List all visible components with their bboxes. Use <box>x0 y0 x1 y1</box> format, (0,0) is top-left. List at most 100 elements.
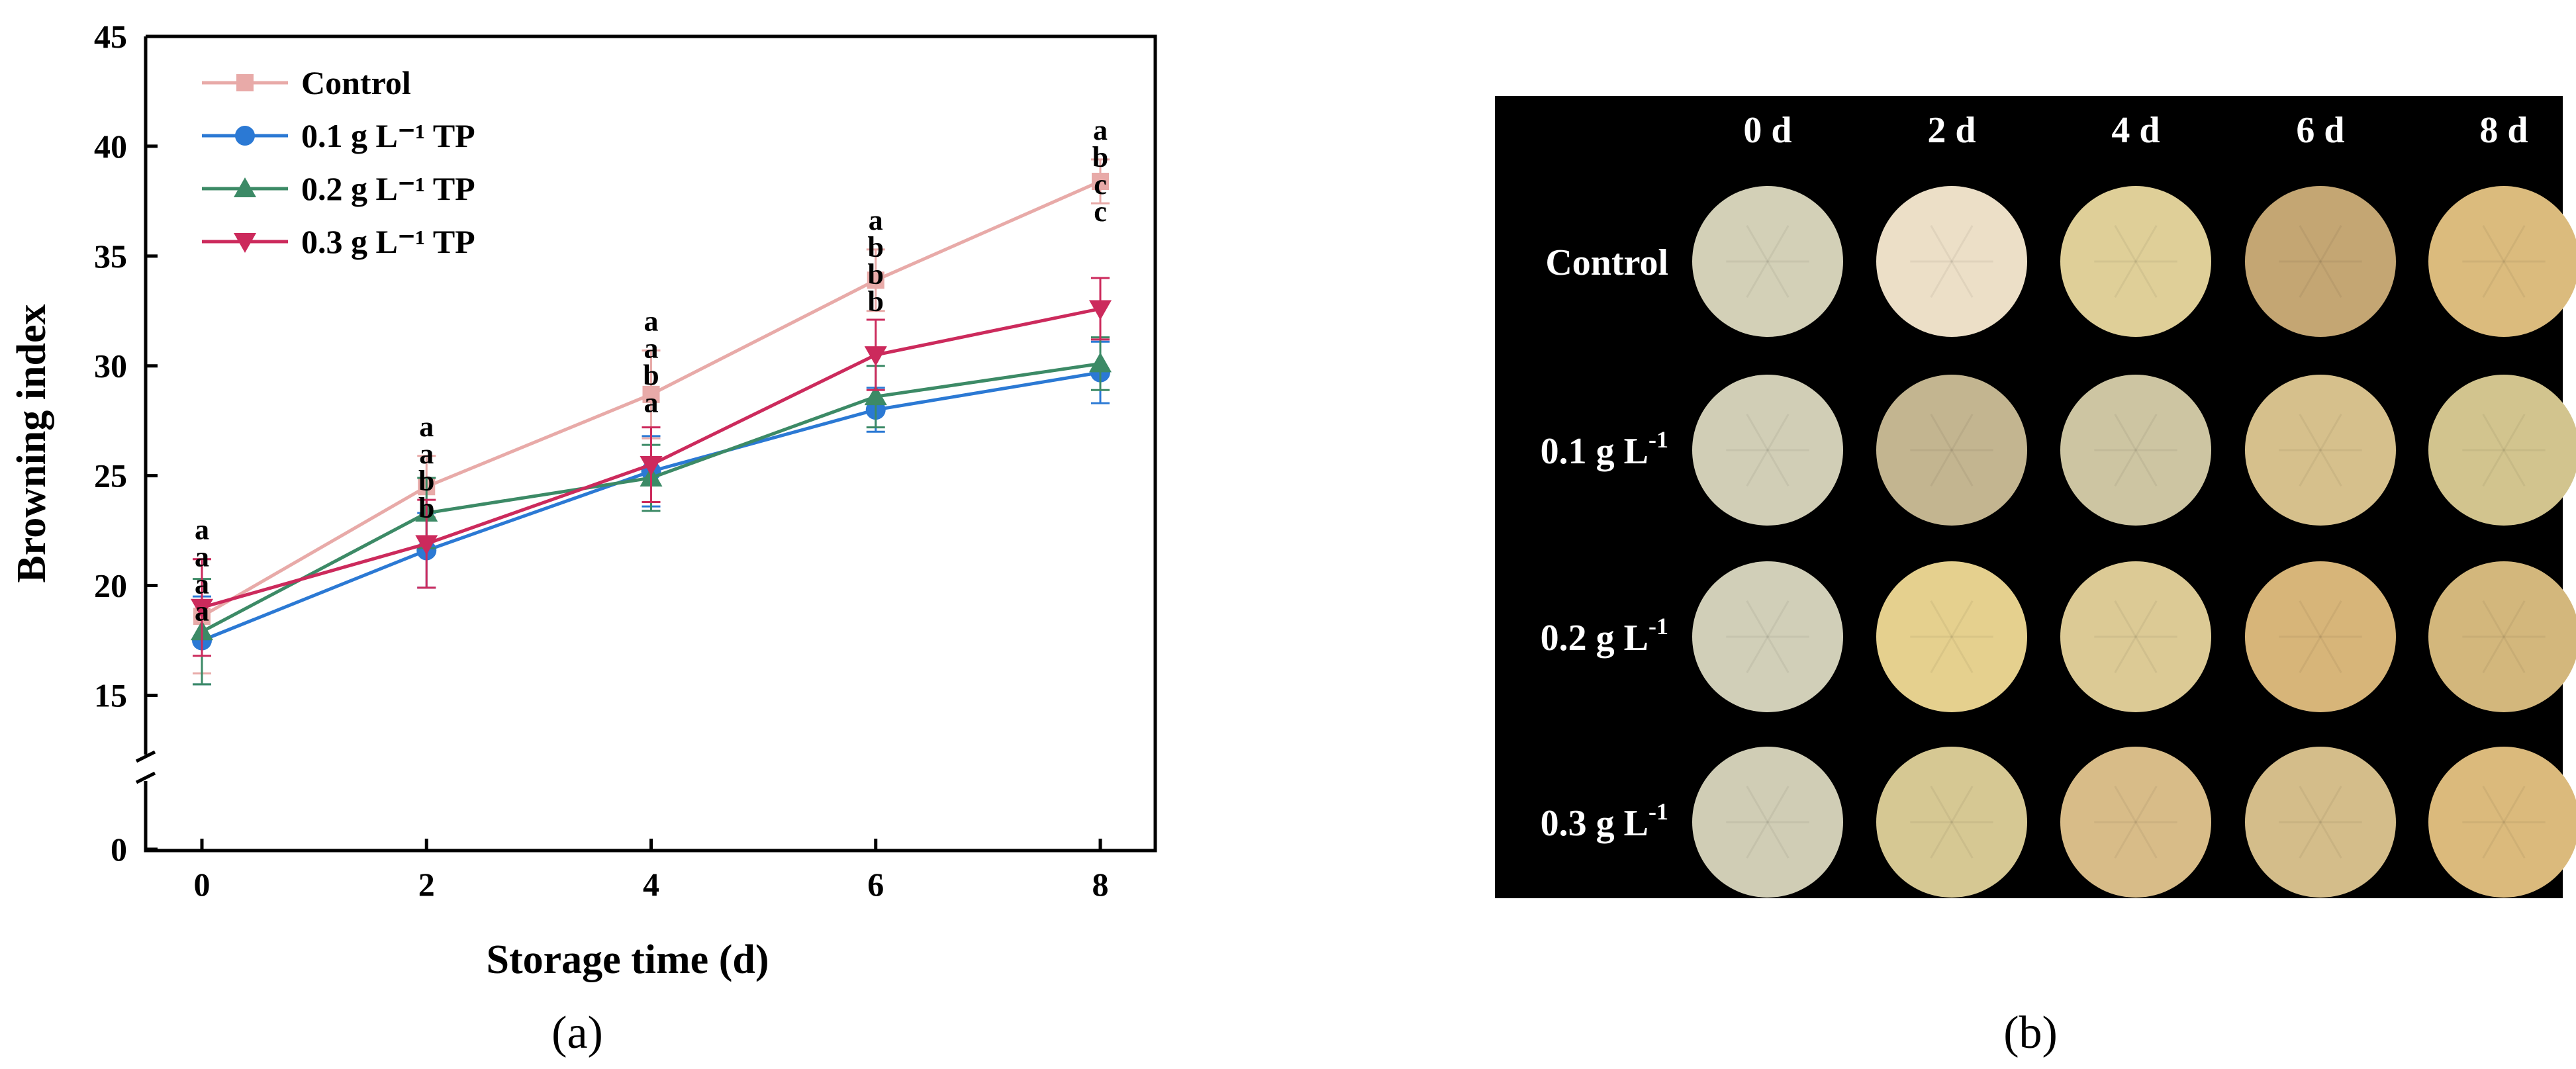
sample-texture-line <box>1950 261 1974 299</box>
sample-texture-line <box>2134 636 2158 674</box>
y-tick-label: 25 <box>94 457 127 494</box>
significance-letter: b <box>868 258 884 291</box>
sample-texture-line <box>2114 261 2137 299</box>
sample-texture-line <box>2503 785 2526 823</box>
sample-texture-line <box>2319 224 2342 262</box>
row-label: 0.3 g L-1 <box>1541 798 1668 844</box>
row-label: 0.1 g L-1 <box>1541 426 1668 472</box>
sample-texture-line <box>2503 449 2526 487</box>
sample-disc <box>2428 186 2576 337</box>
browning-index-chart: 0 15 20 25 30 35 40 45 0 2 4 6 8 Storage time (d) Brow… <box>9 18 1157 982</box>
sample-texture-line <box>2319 821 2342 859</box>
x-tick-label: 8 <box>1092 866 1109 903</box>
sample-texture-line <box>2134 600 2158 637</box>
significance-letter: a <box>419 410 434 443</box>
sample-disc <box>2428 747 2576 898</box>
sample-disc <box>1876 375 2027 526</box>
y-tick-label: 30 <box>94 348 127 385</box>
sample-texture-line <box>2114 785 2137 823</box>
sample-texture-line <box>1950 224 1974 262</box>
significance-letter: a <box>195 541 209 573</box>
sample-disc <box>1692 561 1843 712</box>
panel-a-label: (a) <box>551 1007 603 1058</box>
significance-letter: c <box>1094 168 1107 201</box>
significance-letter: c <box>1094 195 1107 228</box>
sample-texture-line <box>1930 636 1953 674</box>
significance-letter: b <box>868 231 884 263</box>
y-axis-title: Browning index <box>9 304 54 583</box>
marker-triangle-down <box>415 535 438 555</box>
column-header: 4 d <box>2111 110 2160 151</box>
sample-disc-fill <box>2060 747 2211 898</box>
sample-texture-line <box>1746 413 1769 451</box>
sample-disc <box>2245 375 2396 526</box>
sample-disc-fill <box>1876 375 2027 526</box>
legend: Control 0.1 g L⁻¹ TP 0.2 g L⁻¹ TP 0.3 g L⁻¹… <box>202 64 475 260</box>
axis-break-mark <box>135 771 156 784</box>
sample-disc-fill <box>1692 375 1843 526</box>
significance-letter: a <box>869 204 883 236</box>
sample-texture-line <box>2134 821 2158 859</box>
sample-texture-line <box>2299 600 2322 637</box>
marker-circle <box>235 126 255 146</box>
significance-letter: a <box>1093 114 1108 146</box>
sample-texture-line <box>2134 449 2158 487</box>
sample-texture-line <box>2482 449 2505 487</box>
significance-letter: a <box>644 305 659 338</box>
column-header: 8 d <box>2479 110 2528 151</box>
sample-disc-fill <box>2060 561 2211 712</box>
sample-texture-line <box>2114 600 2137 637</box>
y-tick-label: 45 <box>94 18 127 55</box>
sample-texture-line <box>1950 449 1974 487</box>
sample-texture-line <box>2503 224 2526 262</box>
sample-texture-line <box>2503 600 2526 637</box>
significance-letter: a <box>195 568 209 600</box>
significance-letter: b <box>868 285 884 318</box>
legend-label: 0.2 g L⁻¹ TP <box>301 170 475 207</box>
sample-disc-fill <box>1876 561 2027 712</box>
sample-disc <box>2245 747 2396 898</box>
photo-background <box>1495 96 2563 898</box>
sample-disc-fill <box>2428 561 2576 712</box>
column-header: 0 d <box>1743 110 1791 151</box>
sample-texture-line <box>2134 261 2158 299</box>
panel-b-label: (b) <box>2003 1007 2058 1058</box>
sample-texture-line <box>2299 636 2322 674</box>
sample-texture-line <box>2319 413 2342 451</box>
sample-texture-line <box>1746 261 1769 299</box>
row-label: 0.2 g L-1 <box>1541 613 1668 659</box>
sample-disc <box>2428 375 2576 526</box>
sample-texture-line <box>1766 449 1789 487</box>
marker-triangle-down <box>1089 300 1112 320</box>
sample-texture-line <box>2482 785 2505 823</box>
sample-texture-line <box>2114 413 2137 451</box>
sample-texture-line <box>1746 821 1769 859</box>
significance-letter: a <box>644 387 659 419</box>
sample-disc <box>2060 375 2211 526</box>
marker-triangle-down <box>234 233 256 253</box>
marker-triangle-down <box>191 598 213 619</box>
sample-texture-line <box>2319 449 2342 487</box>
significance-letter: b <box>418 492 434 524</box>
sample-texture-line <box>2299 224 2322 262</box>
marker-triangle-down <box>640 456 663 477</box>
sample-texture-line <box>1930 600 1953 637</box>
plot-frame <box>144 34 1157 853</box>
column-header: 6 d <box>2296 110 2344 151</box>
y-tick-label: 0 <box>111 831 127 868</box>
legend-label: Control <box>301 64 411 101</box>
sample-texture-line <box>2319 785 2342 823</box>
sample-disc-fill <box>1876 186 2027 337</box>
x-tick-label: 2 <box>418 866 435 903</box>
sample-texture-line <box>1746 600 1769 637</box>
marker-triangle-down <box>864 346 887 367</box>
sample-texture-line <box>1746 636 1769 674</box>
sample-texture-line <box>2482 821 2505 859</box>
significance-letter: b <box>1092 141 1108 173</box>
sample-texture-line <box>2482 261 2505 299</box>
sample-texture-line <box>1746 449 1769 487</box>
sample-texture-line <box>2299 413 2322 451</box>
x-tick-label: 6 <box>867 866 884 903</box>
sample-disc <box>1876 186 2027 337</box>
